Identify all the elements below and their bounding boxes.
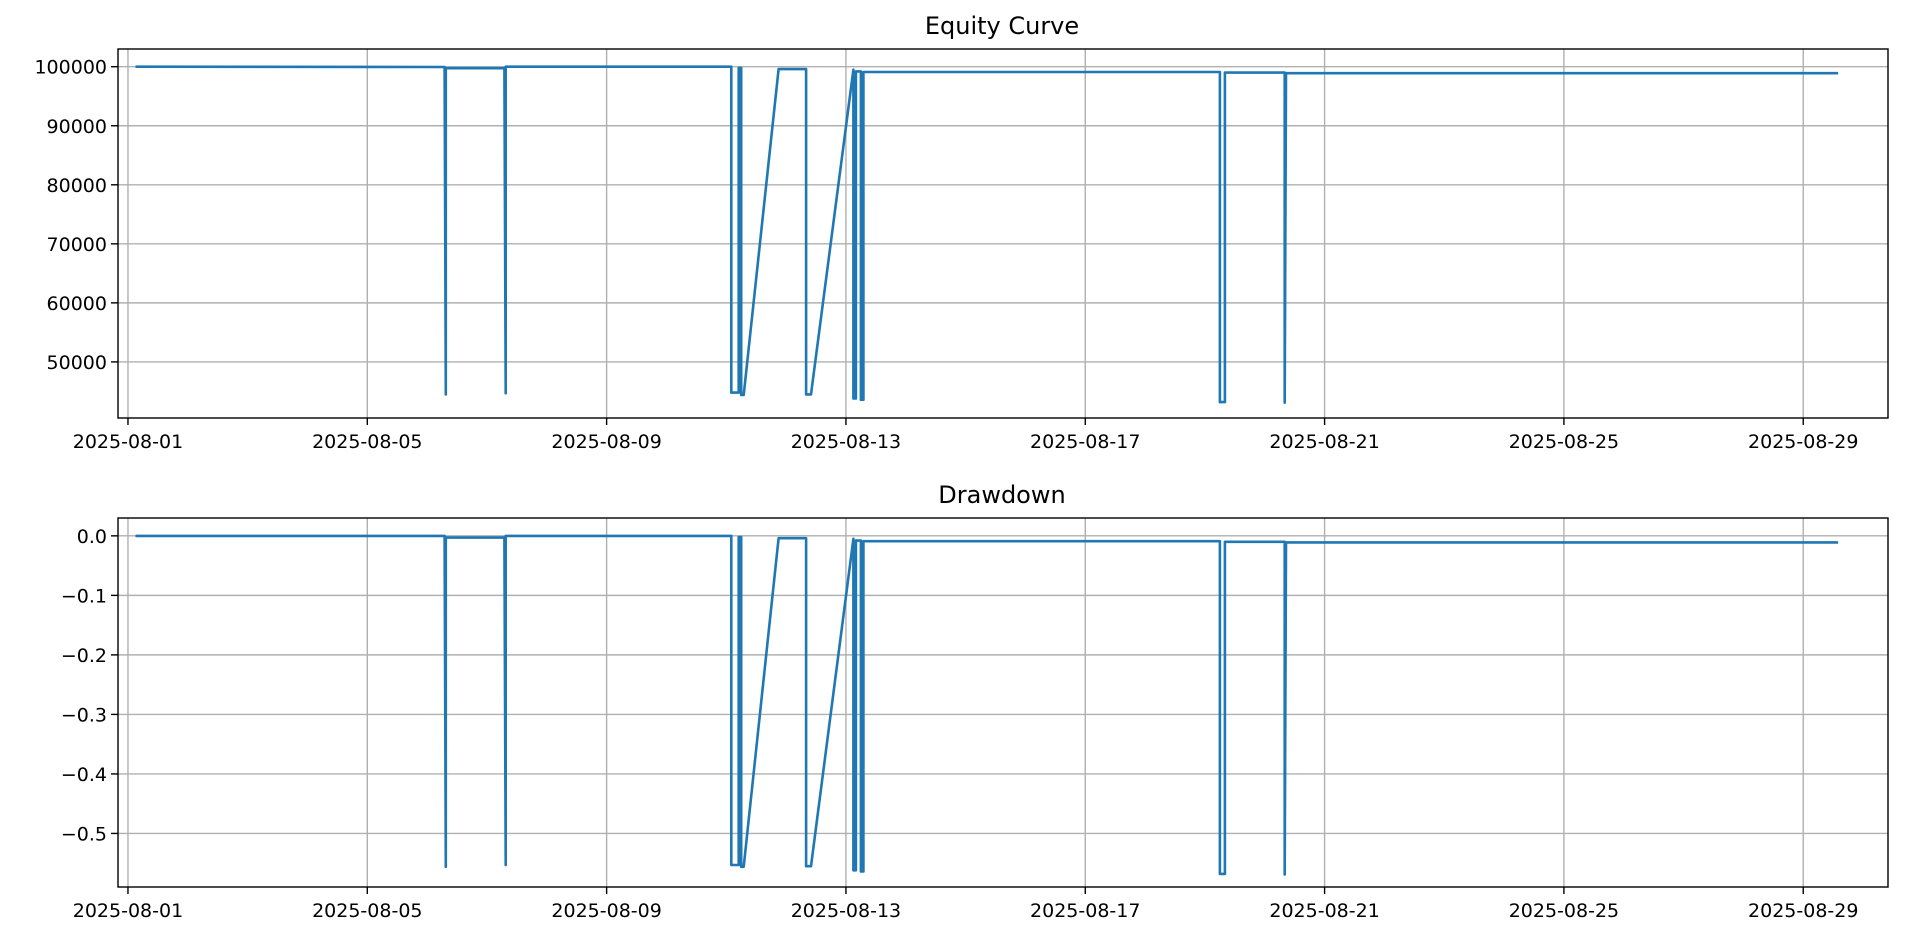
drawdown-x-tick-label: 2025-08-09 [551,900,661,922]
drawdown-panel: Drawdown 2025-08-01 2025-08-05 2025-08-09 2… [61,481,1889,922]
drawdown-y-tick-label: −0.2 [61,645,107,667]
drawdown-x-tick-label: 2025-08-13 [791,900,901,922]
drawdown-x-tick-label: 2025-08-25 [1509,900,1619,922]
drawdown-line [135,534,1839,876]
drawdown-y-tick-label: −0.3 [61,704,107,726]
drawdown-x-tick-label: 2025-08-17 [1030,900,1140,922]
equity-x-tick-label: 2025-08-25 [1509,431,1619,453]
equity-y-tick-label: 50000 [47,352,107,374]
drawdown-y-tick-label: −0.4 [61,764,107,786]
drawdown-y-tick-label: 0.0 [77,526,107,548]
drawdown-y-tick-label: −0.5 [61,823,107,845]
equity-y-tick-label: 60000 [47,293,107,315]
equity-curve-frame [117,48,1889,419]
equity-x-tick-label: 2025-08-01 [73,431,183,453]
equity-y-tick-label: 100000 [34,57,107,79]
equity-curve-line [135,65,1839,404]
drawdown-x-tick-label: 2025-08-05 [312,900,422,922]
equity-y-tick-label: 80000 [47,175,107,197]
equity-x-tick-label: 2025-08-05 [312,431,422,453]
drawdown-x-tick-label: 2025-08-01 [73,900,183,922]
drawdown-y-tick-label: −0.1 [61,585,107,607]
equity-x-tick-label: 2025-08-17 [1030,431,1140,453]
drawdown-title: Drawdown [938,481,1065,509]
equity-x-tick-label: 2025-08-29 [1748,431,1858,453]
drawdown-x-tick-label: 2025-08-29 [1748,900,1858,922]
equity-x-tick-label: 2025-08-13 [791,431,901,453]
equity-x-tick-label: 2025-08-21 [1269,431,1379,453]
equity-curve-panel: Equity Curve 2025-08-01 2025-08-05 2025-08… [34,12,1889,453]
drawdown-frame [117,517,1889,888]
equity-y-tick-label: 70000 [47,234,107,256]
equity-x-tick-label: 2025-08-09 [551,431,661,453]
drawdown-x-tick-label: 2025-08-21 [1269,900,1379,922]
equity-y-tick-label: 90000 [47,116,107,138]
equity-curve-title: Equity Curve [925,12,1079,40]
